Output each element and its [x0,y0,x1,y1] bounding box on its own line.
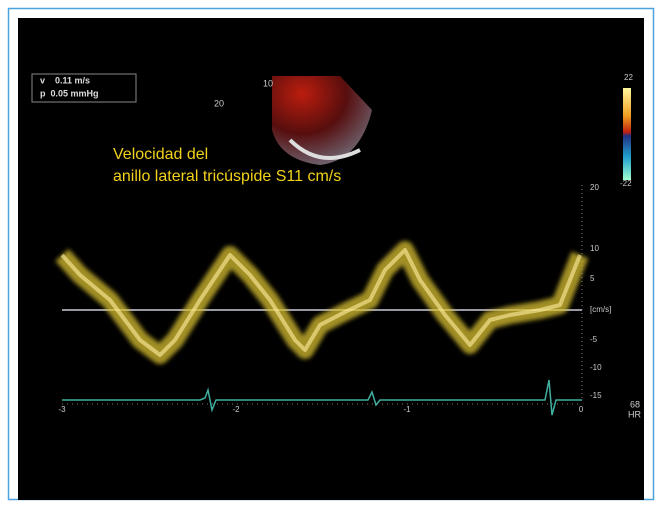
caption: Velocidad del [113,146,208,163]
screenshot: v 0.11 m/s p 0.05 mmHg 10 20 Velocidad d… [0,0,662,509]
color-scale-max: 22 [624,73,633,82]
depth-label: 10 [263,78,273,88]
velocity-tick-label: -10 [590,363,602,372]
color-scale [623,88,631,180]
time-tick-label: -1 [403,405,411,414]
velocity-readout: v 0.11 m/s [40,75,90,85]
time-tick-label: -3 [58,405,66,414]
velocity-tick-label: [cm/s] [590,305,611,314]
velocity-tick-label: 5 [590,274,595,283]
heart-rate: 68 [630,399,640,409]
color-scale-min: -22 [620,179,632,188]
velocity-tick-label: 20 [590,183,599,192]
time-tick-label: 0 [579,405,584,414]
caption: anillo lateral tricúspide S11 cm/s [113,168,341,185]
velocity-tick-label: -5 [590,335,598,344]
depth-label: 20 [214,98,224,108]
heart-rate-label: HR [628,409,641,419]
velocity-tick-label: 10 [590,244,599,253]
time-tick-label: -2 [232,405,240,414]
pressure-readout: p 0.05 mmHg [40,88,99,98]
velocity-tick-label: -15 [590,391,602,400]
